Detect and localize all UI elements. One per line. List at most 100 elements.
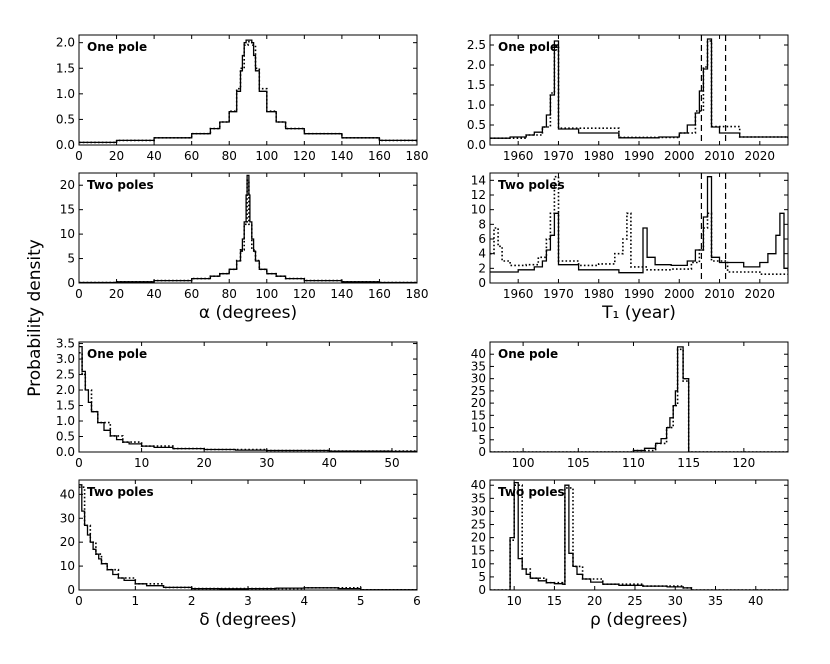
x-tick-label: 2000 (664, 287, 695, 301)
y-tick-label: 6 (478, 232, 486, 246)
panel-label: Two poles (87, 485, 154, 499)
y-tick-label: 2.5 (56, 368, 75, 382)
y-tick-label: 0 (67, 276, 75, 290)
y-tick-label: 15 (471, 544, 486, 558)
y-tick-label: 3.0 (56, 352, 75, 366)
x-tick-label: 15 (547, 594, 562, 608)
series-solid-rho-one (490, 346, 788, 452)
x-tick-label: 100 (255, 149, 278, 163)
x-tick-label: 5 (357, 594, 365, 608)
x-tick-label: 2010 (704, 149, 735, 163)
x-tick-label: 1960 (503, 287, 534, 301)
x-tick-label: 10 (134, 456, 149, 470)
y-tick-label: 5 (478, 433, 486, 447)
panel-label: Two poles (87, 178, 154, 192)
y-tick-label: 15 (60, 203, 75, 217)
x-tick-label: 120 (293, 287, 316, 301)
x-tick-label: 30 (668, 594, 683, 608)
x-tick-label: 35 (708, 594, 723, 608)
y-tick-label: 20 (60, 535, 75, 549)
y-tick-label: 10 (60, 227, 75, 241)
y-axis-label: Probability density (25, 239, 45, 397)
series-dotted-alpha-two (79, 179, 417, 283)
x-tick-label: 40 (146, 149, 161, 163)
panel-delta-two: 0 1 2 3 4 5 6 0 10 20 30 40 Two poles δ (degrees) (60, 479, 421, 630)
y-tick-label: 1.0 (467, 98, 486, 112)
x-tick-label: 25 (627, 594, 642, 608)
y-tick-label: 12 (471, 188, 486, 202)
x-tick-label: 20 (197, 456, 212, 470)
y-tick-label: 2.0 (56, 383, 75, 397)
series-dotted-delta-one (79, 352, 417, 452)
panel-alpha-two: 0 20 40 60 80 100 120 140 160 180 0 5 10 15 20 Two pole… (60, 172, 429, 323)
panel-label: One pole (87, 347, 147, 361)
y-tick-label: 3.5 (56, 337, 75, 351)
panel-label: One pole (498, 40, 558, 54)
y-tick-label: 1.0 (56, 414, 75, 428)
y-tick-label: 0 (67, 583, 75, 597)
x-tick-label: 120 (732, 456, 755, 470)
x-tick-label: 160 (368, 287, 391, 301)
y-tick-label: 8 (478, 217, 486, 231)
x-tick-label: 140 (330, 287, 353, 301)
x-tick-label: 6 (413, 594, 421, 608)
x-tick-label: 1990 (624, 287, 655, 301)
y-tick-label: 0.5 (56, 112, 75, 126)
x-tick-label: 0 (75, 456, 83, 470)
x-tick-label: 10 (507, 594, 522, 608)
y-tick-label: 0 (478, 583, 486, 597)
series-dotted-rho-two (490, 484, 788, 590)
y-tick-label: 15 (471, 408, 486, 422)
x-tick-label: 115 (677, 456, 700, 470)
x-tick-label: 1 (132, 594, 140, 608)
series-solid-alpha-one (79, 39, 417, 144)
y-tick-label: 35 (471, 491, 486, 505)
y-tick-label: 0 (478, 276, 486, 290)
x-tick-label: 2020 (745, 287, 776, 301)
y-tick-label: 2.0 (467, 58, 486, 72)
y-tick-label: 0.5 (467, 118, 486, 132)
series-dotted-alpha-one (79, 40, 417, 144)
y-tick-label: 10 (471, 557, 486, 571)
x-tick-label: 20 (109, 287, 124, 301)
x-tick-label: 180 (406, 287, 429, 301)
x-axis-label: ρ (degrees) (590, 610, 688, 630)
x-tick-label: 40 (748, 594, 763, 608)
y-tick-label: 20 (471, 531, 486, 545)
x-tick-label: 0 (75, 149, 83, 163)
y-tick-label: 5 (67, 252, 75, 266)
x-tick-label: 4 (301, 594, 309, 608)
y-tick-label: 40 (60, 487, 75, 501)
x-tick-label: 1980 (583, 149, 614, 163)
y-tick-label: 2.5 (467, 38, 486, 52)
x-tick-label: 80 (222, 287, 237, 301)
y-tick-label: 0.0 (56, 445, 75, 459)
y-tick-label: 0 (478, 445, 486, 459)
y-tick-label: 2 (478, 261, 486, 275)
y-tick-label: 0.0 (467, 138, 486, 152)
x-tick-label: 110 (622, 456, 645, 470)
x-tick-label: 60 (184, 287, 199, 301)
x-tick-label: 1980 (583, 287, 614, 301)
x-tick-label: 80 (222, 149, 237, 163)
x-tick-label: 30 (259, 456, 274, 470)
x-tick-label: 40 (322, 456, 337, 470)
series-solid-t1-two (490, 176, 788, 274)
y-tick-label: 1.5 (56, 399, 75, 413)
axes-frame-delta-one (78, 341, 418, 453)
x-axis-label: T₁ (year) (601, 303, 676, 323)
y-tick-label: 25 (471, 518, 486, 532)
x-tick-label: 1970 (543, 287, 574, 301)
x-tick-label: 140 (330, 149, 353, 163)
panel-label: One pole (87, 40, 147, 54)
y-tick-label: 1.5 (467, 78, 486, 92)
x-tick-label: 1970 (543, 149, 574, 163)
x-tick-label: 0 (75, 594, 83, 608)
series-dotted-delta-two (79, 486, 417, 590)
x-tick-label: 2000 (664, 149, 695, 163)
y-tick-label: 1.0 (56, 87, 75, 101)
y-tick-label: 20 (471, 396, 486, 410)
series-dotted-rho-one (490, 348, 788, 452)
